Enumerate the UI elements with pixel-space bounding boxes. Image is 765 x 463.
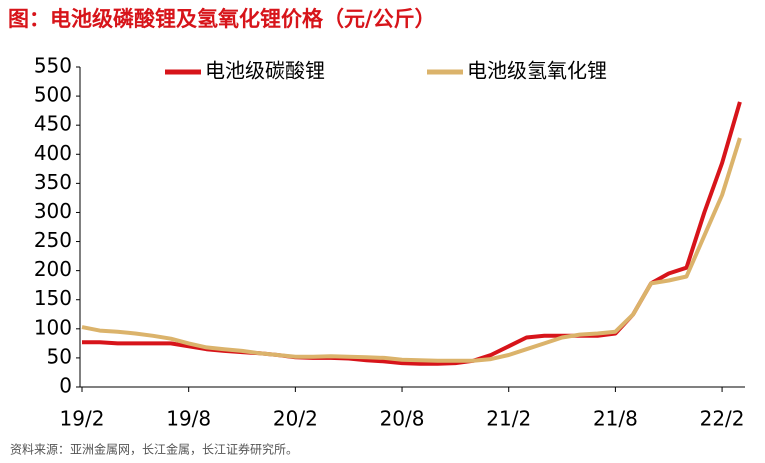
y-tick-label: 250 — [34, 228, 72, 252]
y-tick-label: 0 — [59, 374, 72, 398]
chart-title: 图：电池级磷酸锂及氢氧化锂价格（元/公斤） — [8, 7, 436, 31]
x-tick-label: 19/2 — [60, 407, 105, 431]
x-tick-label: 21/2 — [486, 407, 531, 431]
legend-label: 电池级氢氧化锂 — [467, 59, 607, 83]
legend-label: 电池级碳酸锂 — [205, 59, 325, 83]
y-tick-label: 50 — [47, 344, 72, 368]
y-tick-label: 350 — [34, 170, 72, 194]
x-tick-label: 22/2 — [700, 407, 745, 431]
y-tick-label: 400 — [34, 141, 72, 165]
source-note: 资料来源：亚洲金属网，长江金属，长江证券研究所。 — [10, 442, 298, 457]
x-tick-label: 20/2 — [273, 407, 318, 431]
y-tick-label: 450 — [34, 112, 72, 136]
series-line — [81, 137, 742, 363]
y-tick-label: 100 — [34, 315, 72, 339]
x-tick-label: 19/8 — [166, 407, 211, 431]
series-line — [82, 101, 742, 366]
y-tick-label: 500 — [34, 83, 72, 107]
y-tick-label: 150 — [34, 286, 72, 310]
y-tick-label: 550 — [34, 54, 72, 78]
x-tick-label: 20/8 — [380, 407, 425, 431]
x-tick-label: 21/8 — [593, 407, 638, 431]
y-tick-label: 300 — [34, 199, 72, 223]
y-tick-label: 200 — [34, 257, 72, 281]
